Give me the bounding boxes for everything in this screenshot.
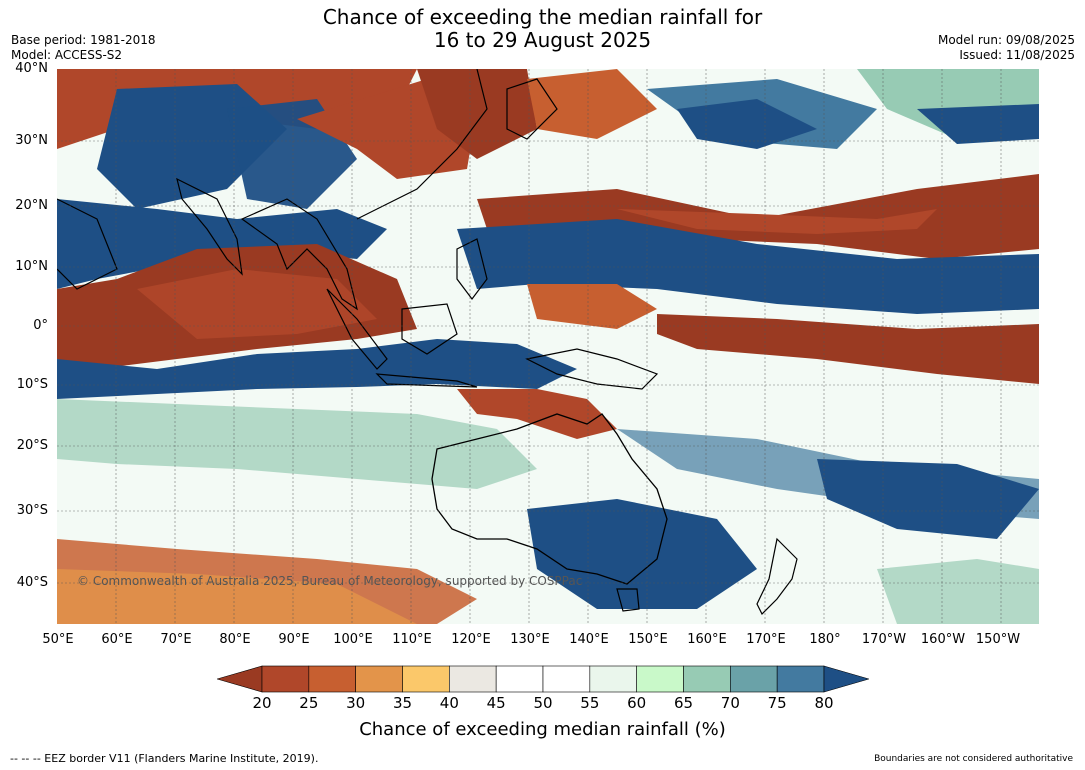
lon-label-60e: 60°E (101, 632, 133, 647)
band-wet-npac-core (677, 99, 817, 149)
colorbar-cell (589, 665, 637, 693)
lon-label-150e: 150°E (628, 632, 668, 647)
copyright-notice: © Commonwealth of Australia 2025, Bureau… (77, 574, 583, 588)
band-dry-20n-inner (617, 209, 937, 234)
band-green-se (877, 559, 1039, 624)
band-dry-eq-pacific (657, 314, 1039, 384)
rainfall-map-canvas (57, 69, 1039, 624)
colorbar-cell (261, 665, 310, 693)
borneo-coastline (401, 303, 458, 355)
lat-label-40s: 40°S (16, 575, 48, 590)
map-title-line2: 16 to 29 August 2025 (433, 28, 652, 52)
colorbar-cell (308, 665, 356, 693)
band-wet-10n (457, 219, 1039, 314)
lon-label-80e: 80°E (219, 632, 251, 647)
band-wet-south-australia (527, 499, 757, 609)
lon-label-110e: 110°E (392, 632, 432, 647)
colorbar-cell (683, 665, 731, 693)
band-wet-equator (57, 339, 577, 399)
lat-label-10n: 10°N (15, 259, 48, 274)
colorbar-tick-label: 75 (767, 694, 787, 712)
colorbar-tick-label: 80 (814, 694, 834, 712)
colorbar-cell (776, 665, 825, 693)
philippines-coastline (456, 238, 488, 300)
colorbar-tick-label: 45 (486, 694, 506, 712)
lon-label-120e: 120°E (451, 632, 491, 647)
lat-label-30s: 30°S (16, 503, 48, 518)
colorbar-tick-label: 60 (627, 694, 647, 712)
band-dry-png (527, 284, 657, 329)
colorbar-tick-label: 65 (673, 694, 694, 712)
lat-label-20n: 20°N (15, 198, 48, 213)
colorbar-cell (402, 665, 450, 693)
colorbar-extend-high (823, 665, 869, 693)
lat-label-0: 0° (33, 318, 48, 333)
band-wet-ne (917, 104, 1039, 144)
colorbar-tick-label: 70 (720, 694, 740, 712)
india-coastline (176, 177, 243, 276)
colorbar-tick-label: 55 (580, 694, 600, 712)
lon-label-140e: 140°E (569, 632, 609, 647)
colorbar-tick-label: 50 (533, 694, 553, 712)
lon-label-150w: 150°W (975, 632, 1021, 647)
lat-label-10s: 10°S (16, 377, 48, 392)
new-guinea-coastline (525, 348, 659, 390)
issued-date: Issued: 11/08/2025 (959, 48, 1075, 62)
map-title-line1: Chance of exceeding the median rainfall … (322, 5, 763, 29)
java-coastline (375, 373, 478, 388)
lon-label-170w: 170°W (861, 632, 907, 647)
band-wet-south-pacific (817, 459, 1039, 539)
band-dry-20n (477, 174, 1039, 259)
model-name: Model: ACCESS-S2 (11, 48, 123, 62)
lon-label-160w: 160°W (920, 632, 966, 647)
lon-label-70e: 70°E (160, 632, 192, 647)
se-asia-coastline (240, 198, 358, 311)
lon-label-50e: 50°E (42, 632, 74, 647)
lon-label-100e: 100°E (333, 632, 373, 647)
lat-label-30n: 30°N (15, 133, 48, 148)
model-run: Model run: 09/08/2025 (937, 33, 1075, 47)
lon-label-130e: 130°E (510, 632, 550, 647)
china-coastline (356, 69, 488, 220)
lon-label-90e: 90°E (278, 632, 310, 647)
colorbar-cell (495, 665, 544, 693)
band-wet-nio (57, 199, 387, 289)
australia-coastline (431, 413, 668, 585)
boundaries-note: Boundaries are not considered authoritat… (874, 754, 1073, 764)
tasmania-coastline (616, 588, 640, 612)
arabia-coastline (57, 198, 118, 290)
colorbar-tick-label: 25 (299, 694, 319, 712)
colorbar-cell (730, 665, 778, 693)
band-green-south-indian (57, 399, 537, 489)
lon-label-180: 180° (809, 632, 841, 647)
graticule (57, 69, 1039, 624)
lon-label-160e: 160°E (687, 632, 727, 647)
japan-coastline (506, 78, 558, 140)
eez-border-note: -- -- -- EEZ border V11 (Flanders Marine… (10, 752, 319, 765)
colorbar-extend-low (217, 665, 263, 693)
lat-label-20s: 20°S (16, 438, 48, 453)
colorbar-label: Chance of exceeding median rainfall (%) (359, 719, 726, 740)
colorbar-cell (542, 665, 591, 693)
rainfall-map (57, 69, 1039, 624)
band-dry-japan (527, 69, 657, 139)
base-period: Base period: 1981-2018 (11, 33, 156, 47)
band-dry-north-australia (457, 389, 617, 439)
colorbar-tick-label: 20 (252, 694, 272, 712)
band-dry-indian-inner (137, 269, 377, 339)
colorbar (217, 665, 869, 693)
colorbar-tick-label: 35 (392, 694, 413, 712)
colorbar-cell (355, 665, 403, 693)
colorbar-cell (636, 665, 684, 693)
lat-label-40n: 40°N (15, 61, 48, 76)
lon-label-170e: 170°E (746, 632, 786, 647)
colorbar-tick-label: 40 (439, 694, 459, 712)
colorbar-tick-label: 30 (346, 694, 366, 712)
colorbar-cell (449, 665, 497, 693)
